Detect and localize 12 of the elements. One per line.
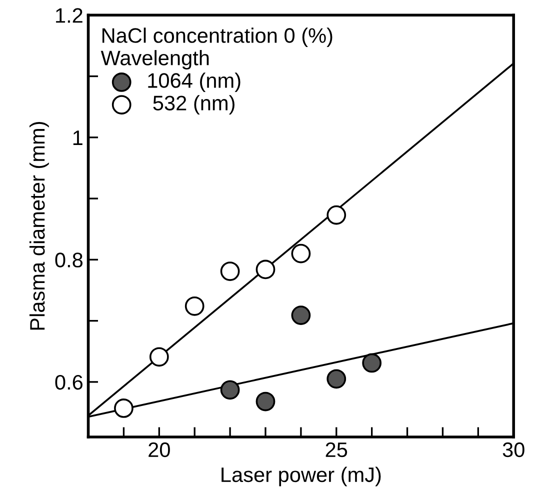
y-tick-label: 1.2 [56,8,82,23]
x-axis-title: Laser power (mJ) [222,466,381,486]
y-tick-label: 1 [73,130,82,145]
x-tick-label: 20 [148,442,170,458]
x-tick-label: 25 [326,442,348,458]
legend-label: 1064 (nm) [148,72,240,92]
y-axis-title: Plasma diameter (mm) [29,122,49,330]
legend-label: 532 (nm) [153,95,234,115]
y-tick-label: 0.8 [55,252,83,268]
legend-title: NaCl concentration 0 (%) Wavelength [100,28,332,70]
y-tick-label: 0.6 [55,374,82,390]
x-tick-label: 30 [502,442,524,458]
